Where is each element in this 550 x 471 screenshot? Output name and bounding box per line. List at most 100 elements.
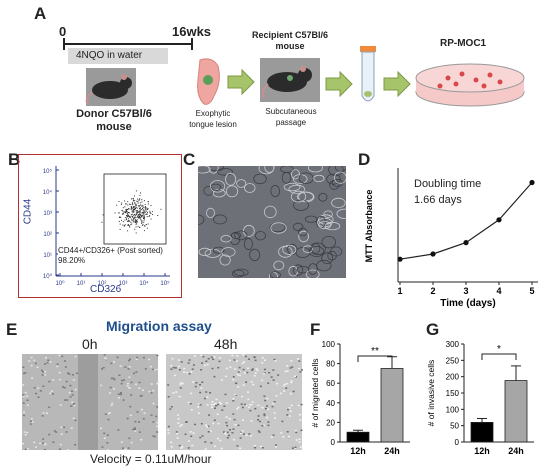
scratch-texture-dot <box>237 371 240 373</box>
scratch-texture-dot <box>286 370 289 372</box>
scratch-texture-dot <box>190 409 193 411</box>
flow-dot <box>124 200 126 202</box>
scratch-texture-dot <box>176 432 178 435</box>
flow-dot <box>144 210 146 212</box>
scratch-texture-dot <box>170 446 173 448</box>
flow-dot <box>137 214 139 215</box>
scratch-texture-dot <box>156 425 159 428</box>
flow-dot <box>150 218 152 220</box>
flow-dot <box>133 206 135 208</box>
donor-mouse-icon <box>85 74 132 105</box>
bar-y-tick: 0 <box>331 438 336 447</box>
flow-dot <box>132 203 133 205</box>
flow-dot <box>135 218 137 220</box>
scratch-texture-dot <box>273 358 276 361</box>
growth-x-tick: 4 <box>496 286 501 296</box>
scratch-texture-dot <box>109 386 112 389</box>
scratch-texture-dot <box>211 400 214 403</box>
panel-label-d: D <box>358 150 371 169</box>
scratch-texture-dot <box>112 377 115 380</box>
scratch-texture-dot <box>237 386 240 388</box>
flow-dot <box>136 206 138 208</box>
flow-dot <box>132 211 134 213</box>
flow-dot <box>137 215 138 217</box>
scratch-texture-dot <box>170 406 173 408</box>
micrograph-cell <box>318 221 332 230</box>
scratch-texture-dot <box>242 384 245 386</box>
scratch-texture-dot <box>41 374 44 376</box>
scratch-texture-dot <box>290 380 293 382</box>
scratch-texture-dot <box>74 444 77 446</box>
scratch-texture-dot <box>237 406 240 409</box>
flow-dot <box>131 207 132 209</box>
scratch-texture-dot <box>202 355 205 358</box>
scratch-texture-dot <box>135 383 137 386</box>
micrograph-cell <box>233 268 249 277</box>
scratch-texture-dot <box>30 364 33 367</box>
scratch-texture-dot <box>212 403 215 406</box>
scratch-texture-dot <box>232 400 235 402</box>
scratch-texture-dot <box>190 371 193 373</box>
flow-dot <box>145 208 147 210</box>
flow-dot <box>132 217 134 219</box>
scratch-texture-dot <box>71 374 74 376</box>
flow-dot <box>128 214 130 216</box>
scratch-texture-dot <box>257 415 260 417</box>
flow-dot <box>140 192 141 194</box>
scratch-texture-dot <box>232 428 235 430</box>
flow-dot <box>142 205 144 207</box>
flow-dot <box>127 218 129 220</box>
scratch-texture-dot <box>150 414 153 416</box>
flow-dot <box>134 216 136 218</box>
micrograph-cell <box>307 166 323 173</box>
micrograph-cell <box>292 222 304 232</box>
scratch-texture-dot <box>167 429 170 431</box>
scratch-texture-dot <box>274 417 276 419</box>
label-48h: 48h <box>214 336 238 352</box>
scratch-texture-dot <box>229 366 232 368</box>
flow-dot <box>135 203 137 205</box>
scratch-texture-dot <box>143 356 145 359</box>
scratch-texture-dot <box>250 381 253 383</box>
scratch-texture-dot <box>263 414 266 417</box>
scratch-texture-dot <box>216 437 219 440</box>
scratch-texture-dot <box>187 447 190 449</box>
scratch-texture-dot <box>288 435 291 438</box>
flow-gate-box <box>103 173 167 245</box>
scratch-texture-dot <box>188 359 191 361</box>
micrograph-cell <box>336 208 346 219</box>
flow-dot <box>129 203 130 205</box>
scratch-texture-dot <box>241 362 244 365</box>
scratch-texture-dot <box>55 431 58 433</box>
flow-dot <box>132 214 134 216</box>
scratch-texture-dot <box>180 447 183 449</box>
flow-dot <box>134 220 136 222</box>
growth-point <box>430 251 436 257</box>
passage-label: Subcutaneous passage <box>256 106 326 128</box>
scratch-texture-dot <box>178 369 181 371</box>
donor-label-line2: mouse <box>96 121 132 133</box>
panel-label-b: B <box>8 150 21 169</box>
scratch-texture-dot <box>250 420 253 422</box>
scratch-texture-dot <box>22 384 25 386</box>
micrograph-cell <box>198 214 205 225</box>
scratch-texture-dot <box>135 358 138 360</box>
scratch-texture-dot <box>257 404 260 407</box>
scratch-texture-dot <box>222 431 225 433</box>
scratch-texture-dot <box>44 443 47 446</box>
flow-dot <box>146 210 148 212</box>
scratch-texture-dot <box>123 379 125 381</box>
flow-dot <box>139 216 140 217</box>
scratch-texture-dot <box>169 408 172 410</box>
scratch-texture-dot <box>174 374 177 377</box>
flow-dot <box>129 226 131 228</box>
flow-dot <box>139 212 141 214</box>
flow-dot <box>135 222 136 223</box>
flow-y-label-wrap: CD44 <box>18 168 38 258</box>
flow-dot <box>131 202 133 204</box>
micrograph-cell <box>208 166 219 174</box>
scratch-texture-dot <box>183 371 186 373</box>
scratch-texture-dot <box>298 367 300 370</box>
scratch-texture-dot <box>290 381 293 384</box>
bar-y-label: # of invasive cells <box>426 360 436 427</box>
